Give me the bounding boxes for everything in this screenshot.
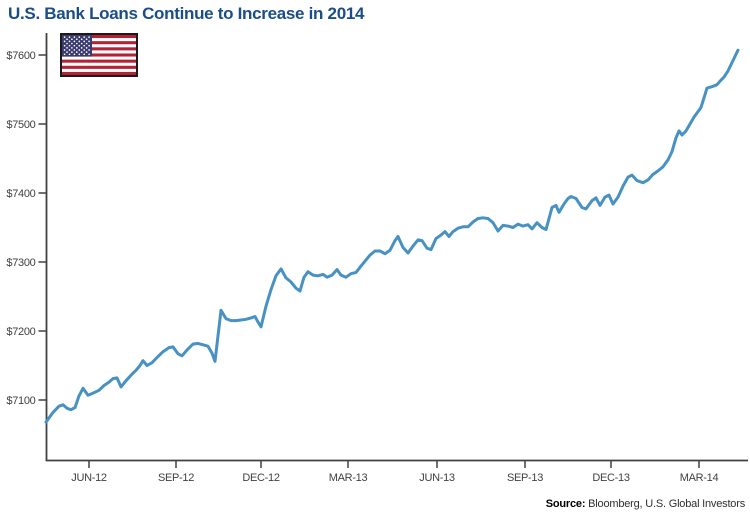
y-axis-tick-label: $7500: [6, 119, 35, 131]
x-axis-tick-label: DEC-12: [242, 472, 280, 484]
source-attribution: Source: Bloomberg, U.S. Global Investors: [546, 498, 745, 510]
y-axis-tick-label: $7600: [6, 50, 35, 62]
x-axis-tick-label: MAR-14: [680, 472, 719, 484]
y-axis-tick-label: $7200: [6, 326, 35, 338]
data-series-line: [44, 48, 740, 424]
x-axis-tick-label: SEP-12: [158, 472, 194, 484]
x-axis-tick-label: JUN-12: [71, 472, 107, 484]
x-axis-tick-label: SEP-13: [507, 472, 543, 484]
chart-title: U.S. Bank Loans Continue to Increase in …: [8, 4, 365, 23]
y-axis-tick-label: $7400: [6, 188, 35, 200]
y-axis-tick-label: $7100: [6, 395, 35, 407]
y-axis-tick-label: $7300: [6, 257, 35, 269]
source-text: Bloomberg, U.S. Global Investors: [585, 498, 745, 510]
x-axis-tick-label: DEC-13: [592, 472, 630, 484]
x-axis-tick-label: JUN-13: [419, 472, 455, 484]
source-label: Source:: [545, 498, 586, 510]
us-flag-icon: [60, 33, 138, 77]
x-axis-tick-label: MAR-13: [329, 472, 368, 484]
